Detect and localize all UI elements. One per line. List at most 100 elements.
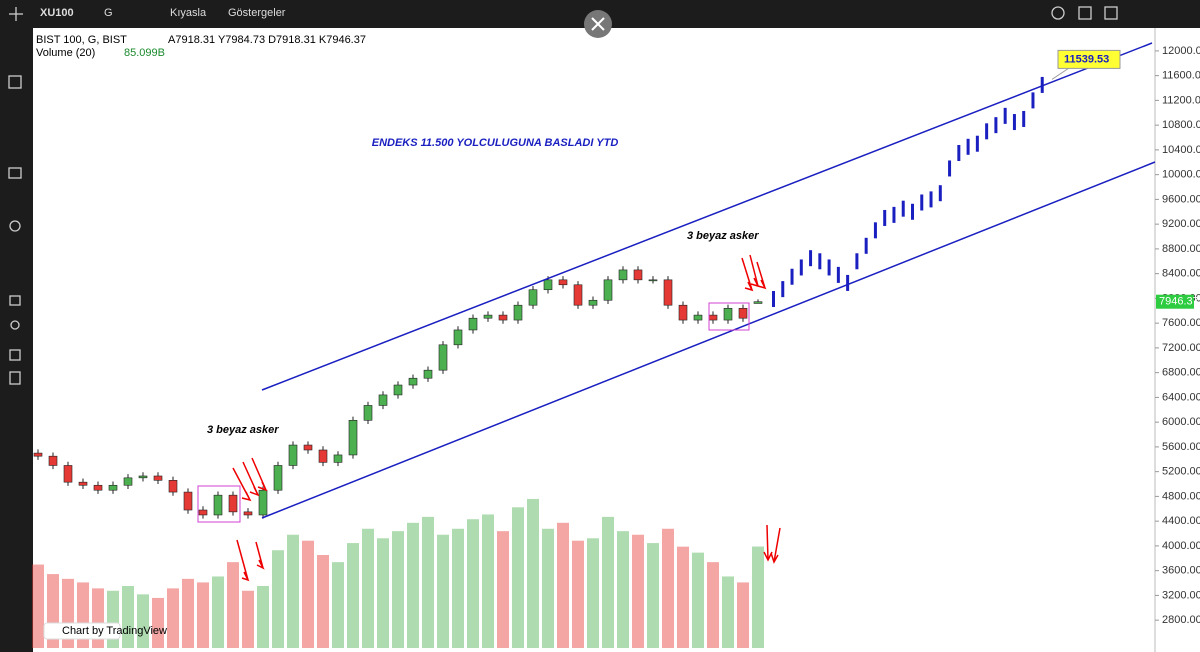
candle-body	[678, 304, 688, 321]
annotation: ENDEKS 11.500 YOLCULUGUNA BASLADI YTD	[372, 137, 619, 149]
candle-body	[288, 444, 298, 466]
y-tick-label: 5200.00	[1162, 466, 1200, 478]
volume-bar	[197, 582, 209, 648]
candle-body	[63, 465, 73, 483]
volume-bar	[497, 531, 509, 648]
volume-bar	[512, 507, 524, 648]
target-box	[1057, 49, 1121, 69]
candle-body	[333, 454, 343, 463]
candle-body	[198, 509, 208, 516]
candle-body	[693, 314, 703, 321]
y-tick-label: 9600.00	[1162, 193, 1200, 205]
volume-bar	[182, 578, 194, 648]
projection-bar	[827, 259, 831, 276]
candle-body	[93, 484, 103, 491]
price-axis	[1155, 28, 1200, 652]
volume-bar	[662, 528, 674, 648]
candle-body	[558, 279, 568, 286]
indicators[interactable]: Göstergeler	[228, 7, 286, 19]
candle-body	[48, 455, 58, 466]
y-tick-label: 8800.00	[1162, 243, 1200, 255]
candle-body	[663, 279, 673, 306]
volume-label: Volume (20)	[36, 47, 95, 59]
candle-body	[603, 279, 613, 301]
y-tick-label: 6800.00	[1162, 367, 1200, 379]
candle-body	[153, 475, 163, 481]
candle-body	[273, 465, 283, 491]
candle-body	[453, 329, 463, 346]
projection-bar	[1031, 92, 1035, 109]
volume-bar	[257, 586, 269, 648]
last-price-box	[1156, 294, 1194, 309]
volume-bar	[572, 540, 584, 648]
volume-bar	[422, 516, 434, 648]
volume-bar	[317, 555, 329, 648]
candle-body	[498, 314, 508, 321]
candle-body	[348, 419, 358, 456]
candle-body	[573, 284, 583, 306]
close-icon	[591, 17, 605, 31]
candle-body	[213, 494, 223, 516]
volume-bar	[587, 538, 599, 648]
volume-bar	[557, 522, 569, 648]
arrows	[232, 254, 781, 582]
projection-bar	[781, 281, 785, 298]
left-icons	[8, 7, 23, 385]
volume-bar	[347, 543, 359, 648]
channel-lower	[261, 161, 1156, 519]
projection-bar	[1022, 110, 1026, 127]
volume-bar	[542, 528, 554, 648]
projection-bar	[772, 291, 775, 308]
projection-bar	[846, 274, 850, 291]
candle-body	[138, 475, 148, 479]
projection-bar	[836, 266, 840, 283]
annotation: 3 beyaz asker	[687, 230, 759, 242]
ohlc-legend: A7918.31 Y7984.73 D7918.31 K7946.37	[168, 34, 366, 46]
candle-body	[648, 279, 658, 282]
highlight-box	[708, 302, 750, 331]
candle-body	[243, 511, 253, 516]
volume-bar	[332, 562, 344, 648]
y-tick-label: 6000.00	[1162, 416, 1200, 428]
volume-bar	[482, 514, 494, 648]
candle-body	[123, 477, 133, 486]
volume-bar	[647, 543, 659, 648]
candle-body	[618, 269, 628, 281]
candle-body	[168, 480, 178, 493]
top-icons	[1051, 6, 1118, 20]
volume-bar	[752, 546, 764, 648]
volume-bar	[407, 522, 419, 648]
candle-body	[258, 489, 268, 516]
projection-bar	[911, 203, 914, 220]
annotation: 3 beyaz asker	[207, 424, 279, 436]
last-price-label: 7946.37	[1159, 296, 1199, 308]
volume-bar	[722, 576, 734, 648]
candle-body	[378, 394, 388, 406]
footer: Chart by TradingView	[62, 625, 167, 637]
y-tick-label: 3600.00	[1162, 565, 1200, 577]
interval[interactable]: G	[104, 7, 113, 19]
target-label: 11539.53	[1064, 53, 1109, 65]
volume-bar	[152, 597, 164, 648]
candle-body	[438, 344, 448, 371]
plot	[32, 76, 1044, 648]
symbol[interactable]: XU100	[40, 7, 74, 19]
y-tick-label: 4000.00	[1162, 540, 1200, 552]
y-tick-label: 6400.00	[1162, 391, 1200, 403]
candle-body	[393, 384, 403, 396]
projection-bar	[818, 253, 822, 270]
candle-body	[33, 452, 43, 457]
candle-body	[108, 484, 118, 491]
projection-bar	[938, 185, 942, 202]
projection-bar	[1003, 107, 1007, 124]
projection-bar	[892, 206, 896, 223]
compare[interactable]: Kıyasla	[170, 7, 207, 19]
projection-bar	[948, 160, 952, 177]
y-tick-label: 10400.00	[1162, 144, 1200, 156]
volume-bar	[692, 552, 704, 648]
volume-bar	[392, 531, 404, 648]
volume-bar	[737, 582, 749, 648]
candle-body	[363, 405, 373, 421]
